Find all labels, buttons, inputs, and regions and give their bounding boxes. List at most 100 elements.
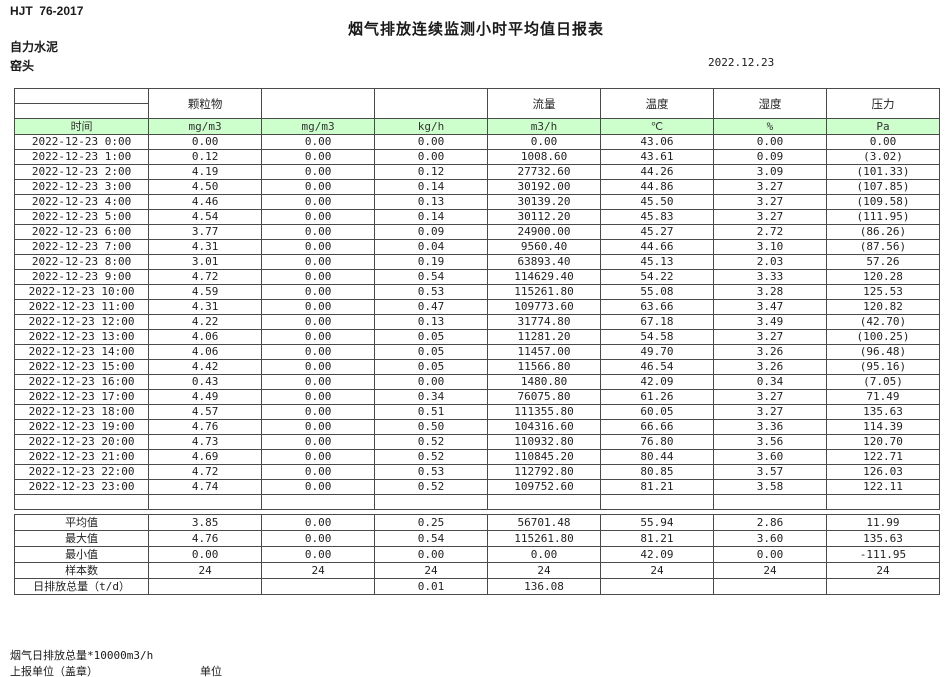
value-cell: 126.03: [825, 464, 941, 480]
value-cell: 0.00: [261, 344, 376, 360]
value-cell: 4.50: [148, 179, 263, 195]
value-cell: 4.42: [148, 359, 263, 375]
value-cell: 125.53: [825, 284, 941, 300]
time-cell: 2022-12-23 22:00: [13, 464, 150, 480]
table-row: 日排放总量（t/d） 0.01 136.08: [13, 578, 941, 595]
value-cell: 4.73: [148, 434, 263, 450]
value-cell: 81.21: [600, 479, 714, 495]
table-row: 2022-12-23 3:00 4.50 0.00 0.14 30192.00 44.86…: [13, 179, 941, 195]
value-cell: 3.57: [712, 464, 827, 480]
value-cell: 0.00: [261, 374, 376, 390]
value-cell: 0.00: [261, 404, 376, 420]
value-cell: 57.26: [825, 254, 941, 270]
value-cell: 42.09: [600, 374, 714, 390]
time-cell: 2022-12-23 2:00: [13, 164, 150, 180]
value-cell: 110932.80: [487, 434, 601, 450]
value-cell: 0.00: [825, 134, 941, 150]
value-cell: 115261.80: [487, 284, 601, 300]
value-cell: 63893.40: [487, 254, 601, 270]
value-cell: 45.50: [600, 194, 714, 210]
value-cell: 3.60: [712, 530, 827, 547]
table-row: 2022-12-23 22:00 4.72 0.00 0.53 112792.80 80.…: [13, 464, 941, 480]
value-cell: 0.00: [261, 209, 376, 225]
time-cell: 2022-12-23 8:00: [13, 254, 150, 270]
time-cell: 2022-12-23 15:00: [13, 359, 150, 375]
table-row: 2022-12-23 15:00 4.42 0.00 0.05 11566.80 46.5…: [13, 359, 941, 375]
value-cell: 136.08: [487, 578, 601, 595]
value-cell: 43.06: [600, 134, 714, 150]
value-cell: 0.00: [261, 449, 376, 465]
summary-label-cell: 最小值: [13, 546, 150, 563]
value-cell: 3.26: [712, 344, 827, 360]
value-cell: 115261.80: [487, 530, 601, 547]
value-cell: 44.66: [600, 239, 714, 255]
unit-header-row: 时间 mg/m3 mg/m3 kg/h m3/h ℃ % Pa: [13, 118, 941, 135]
unit-cell: kg/h: [374, 118, 489, 135]
table-row: 平均值 3.85 0.00 0.25 56701.48 55.94 2.86 11.99: [13, 514, 941, 531]
value-cell: 4.57: [148, 404, 263, 420]
unit-cell: mg/m3: [148, 118, 263, 135]
value-cell: 49.70: [600, 344, 714, 360]
value-cell: 110845.20: [487, 449, 601, 465]
value-cell: 0.00: [261, 164, 376, 180]
value-cell: [148, 578, 263, 595]
value-cell: 0.04: [374, 239, 489, 255]
table-row: 2022-12-23 14:00 4.06 0.00 0.05 11457.00 49.7…: [13, 344, 941, 360]
value-cell: 81.21: [600, 530, 714, 547]
summary-label-cell: 平均值: [13, 514, 150, 531]
value-cell: (42.70): [825, 314, 941, 330]
time-cell: 2022-12-23 17:00: [13, 389, 150, 405]
header-blank-col4-cell: [374, 88, 489, 119]
value-cell: 31774.80: [487, 314, 601, 330]
value-cell: 3.33: [712, 269, 827, 285]
value-cell: 4.76: [148, 530, 263, 547]
value-cell: 24: [600, 562, 714, 579]
table-row: 2022-12-23 23:00 4.74 0.00 0.52 109752.60 81.…: [13, 479, 941, 495]
value-cell: 46.54: [600, 359, 714, 375]
value-cell: 122.71: [825, 449, 941, 465]
report-date: 2022.12.23: [708, 56, 775, 69]
value-cell: 80.44: [600, 449, 714, 465]
value-cell: 0.00: [261, 299, 376, 315]
value-cell: 120.28: [825, 269, 941, 285]
blank-row: [13, 494, 941, 510]
table-row: 2022-12-23 20:00 4.73 0.00 0.52 110932.80 76.…: [13, 434, 941, 450]
header-pressure-cell: 压力: [825, 88, 941, 119]
header-temperature-cell: 温度: [600, 88, 714, 119]
value-cell: 0.00: [261, 419, 376, 435]
value-cell: 0.52: [374, 479, 489, 495]
value-cell: 11457.00: [487, 344, 601, 360]
time-cell: 2022-12-23 18:00: [13, 404, 150, 420]
value-cell: 111355.80: [487, 404, 601, 420]
value-cell: (100.25): [825, 329, 941, 345]
value-cell: 30112.20: [487, 209, 601, 225]
value-cell: 0.00: [261, 464, 376, 480]
value-cell: 0.34: [712, 374, 827, 390]
value-cell: 0.00: [261, 479, 376, 495]
time-cell: 2022-12-23 12:00: [13, 314, 150, 330]
value-cell: 24: [825, 562, 941, 579]
table-row: 2022-12-23 12:00 4.22 0.00 0.13 31774.80 67.1…: [13, 314, 941, 330]
flow-total-footnote: 烟气日排放总量*10000m3/h: [10, 649, 154, 662]
value-cell: 4.76: [148, 419, 263, 435]
value-cell: 0.47: [374, 299, 489, 315]
value-cell: 0.12: [148, 149, 263, 165]
value-cell: 0.53: [374, 284, 489, 300]
table-header: 颗粒物 流量 温度 湿度 压力 时间 mg/m3 mg/m3 kg/h m3/h…: [13, 88, 941, 135]
value-cell: 0.05: [374, 344, 489, 360]
value-cell: 2.72: [712, 224, 827, 240]
value-cell: 3.27: [712, 194, 827, 210]
value-cell: 67.18: [600, 314, 714, 330]
value-cell: [712, 578, 827, 595]
value-cell: 27732.60: [487, 164, 601, 180]
table-row: 2022-12-23 19:00 4.76 0.00 0.50 104316.60 66.…: [13, 419, 941, 435]
value-cell: 11.99: [825, 514, 941, 531]
value-cell: 55.08: [600, 284, 714, 300]
value-cell: 44.86: [600, 179, 714, 195]
value-cell: 0.00: [261, 530, 376, 547]
time-cell: 2022-12-23 0:00: [13, 134, 150, 150]
value-cell: 45.83: [600, 209, 714, 225]
value-cell: 114629.40: [487, 269, 601, 285]
value-cell: 4.31: [148, 299, 263, 315]
